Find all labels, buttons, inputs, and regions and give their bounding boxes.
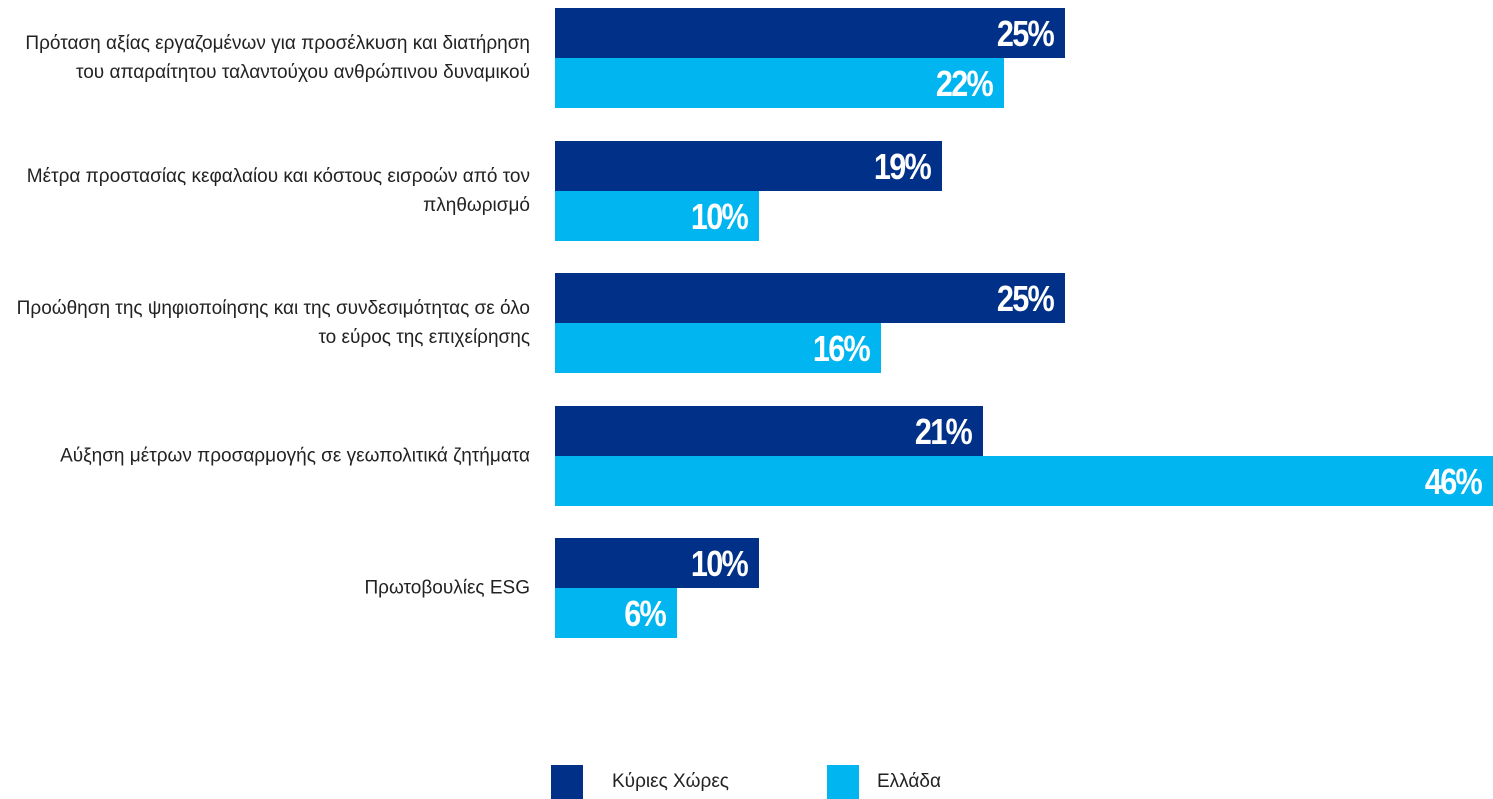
value-label: 19% (874, 145, 932, 187)
value-label: 6% (624, 593, 668, 634)
bar: 19% (555, 140, 943, 191)
category-label: Πρόταση αξίας εργαζομένων για προσέλκυση… (25, 33, 530, 83)
legend-swatch (551, 765, 583, 799)
bar: 22% (555, 58, 1004, 108)
value-label: 10% (690, 543, 749, 584)
bar: 6% (555, 588, 678, 638)
bar: 46% (555, 455, 1493, 506)
legend-label: Ελλάδα (877, 771, 941, 792)
category-label: Μέτρα προστασίας κεφαλαίου και κόστους ε… (26, 165, 530, 216)
value-label: 25% (996, 278, 1055, 319)
category-label: Προώθηση της ψηφιοποίησης και της συνδεσ… (16, 298, 530, 348)
bar: 25% (555, 273, 1065, 323)
legend-label: Κύριες Χώρες (612, 771, 729, 792)
bar: 16% (555, 323, 882, 373)
value-label: 21% (915, 410, 973, 452)
value-label: 10% (690, 195, 749, 237)
value-label: 46% (1424, 460, 1483, 502)
value-label: 22% (935, 63, 993, 104)
bar: 21% (555, 405, 984, 456)
value-label: 16% (813, 328, 871, 369)
bar: 10% (555, 190, 759, 241)
category-label: Αύξηση μέτρων προσαρμογής σε γεωπολιτικά… (60, 445, 530, 466)
bar: 25% (555, 8, 1065, 58)
value-label: 25% (996, 13, 1055, 54)
bar: 10% (555, 538, 759, 588)
category-label: Πρωτοβουλίες ESG (364, 577, 530, 599)
legend-swatch (827, 765, 859, 799)
